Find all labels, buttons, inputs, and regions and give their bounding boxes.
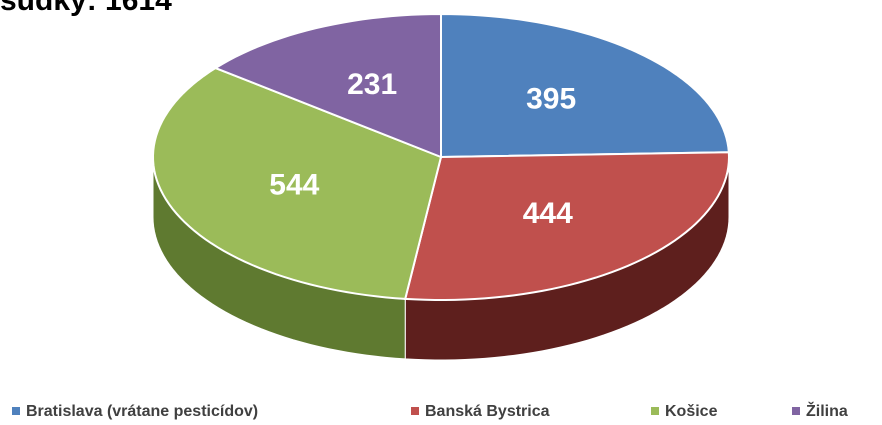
legend-label: Bratislava (vrátane pesticídov) [26,403,258,420]
slice [152,66,443,300]
slice [440,12,730,159]
chart-title: sudky: 1614 [0,0,172,17]
legend-label: Banská Bystrica [425,403,550,420]
value-label: 395 [526,82,576,115]
legend-swatch [651,407,659,415]
value-label: 231 [347,68,397,101]
legend-swatch [411,407,419,415]
value-label: 544 [269,169,319,202]
legend-swatch [792,407,800,415]
slice [213,12,442,159]
legend-label: Žilina [806,401,848,420]
slice [403,151,731,301]
legend-label: Košice [665,403,718,420]
value-label: 444 [523,197,573,230]
legend-swatch [12,407,20,415]
